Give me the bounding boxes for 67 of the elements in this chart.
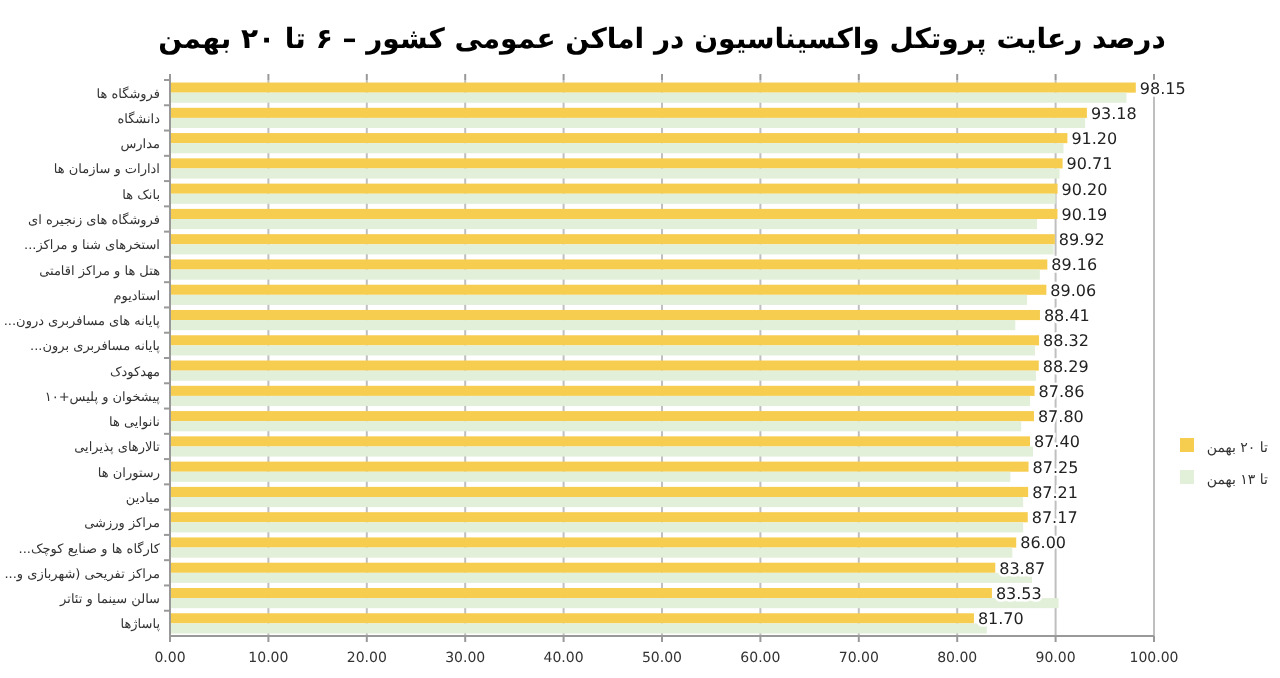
data-label: 89.06	[1050, 281, 1097, 300]
bar	[170, 244, 1054, 255]
chart-title: درصد رعایت پروتکل واکسیناسیون در اماکن عمومی کشور – ۶ تا ۲۰ بهمن	[158, 24, 1166, 56]
bar	[170, 537, 1017, 548]
bar	[170, 587, 992, 599]
bar	[170, 168, 1060, 179]
bar	[170, 522, 1024, 533]
data-label: 83.53	[995, 585, 1042, 604]
bar	[170, 436, 1031, 447]
data-label: 90.20	[1061, 180, 1108, 199]
bar	[170, 385, 1035, 396]
data-label: 87.17	[1031, 509, 1078, 528]
bar	[170, 395, 1031, 407]
bar	[170, 598, 1059, 609]
data-label: 88.41	[1043, 307, 1090, 326]
bar	[170, 370, 1036, 381]
bar	[170, 158, 1063, 169]
bar	[170, 497, 1024, 508]
bar	[170, 259, 1048, 270]
bar	[170, 208, 1058, 219]
data-label: 88.32	[1043, 332, 1089, 351]
data-label: 81.70	[977, 610, 1024, 629]
data-label: 87.86	[1038, 382, 1085, 401]
bar	[170, 117, 1086, 129]
data-label: 87.25	[1032, 458, 1079, 477]
bar	[170, 421, 1022, 432]
bar	[170, 193, 1056, 204]
bar	[170, 320, 1016, 331]
bar	[170, 345, 1035, 356]
bar	[170, 234, 1055, 245]
data-label: 83.87	[999, 559, 1046, 578]
data-label: 87.40	[1034, 433, 1080, 452]
bar	[170, 411, 1034, 422]
data-label: 88.29	[1042, 357, 1089, 376]
data-label: 91.20	[1071, 130, 1118, 149]
data-label: 90.19	[1061, 205, 1108, 224]
bar	[170, 623, 987, 634]
bar	[170, 309, 1040, 321]
bar	[170, 143, 1064, 154]
bar	[170, 360, 1039, 371]
bar	[170, 92, 1127, 103]
data-label: 89.92	[1058, 231, 1105, 250]
bar	[170, 461, 1029, 472]
bar	[170, 446, 1033, 457]
data-label: 86.00	[1020, 534, 1067, 553]
bar	[170, 107, 1087, 118]
bar	[170, 82, 1136, 93]
bar	[170, 613, 974, 624]
bar	[170, 562, 996, 573]
bar	[170, 335, 1040, 346]
bar	[170, 547, 1013, 558]
bar	[170, 572, 1032, 583]
bar	[170, 512, 1028, 523]
bar	[170, 486, 1029, 497]
bar	[170, 269, 1040, 280]
data-label: 98.15	[1139, 79, 1186, 98]
data-label: 87.21	[1032, 483, 1078, 502]
bar	[170, 219, 1037, 230]
bar	[170, 133, 1068, 144]
bar	[170, 183, 1058, 194]
data-label: 90.71	[1066, 155, 1113, 174]
bar	[170, 284, 1047, 295]
data-label: 93.18	[1090, 104, 1137, 123]
data-label: 89.16	[1051, 256, 1098, 275]
bar	[170, 294, 1028, 305]
data-label: 87.80	[1037, 408, 1084, 427]
bar	[170, 471, 1011, 482]
